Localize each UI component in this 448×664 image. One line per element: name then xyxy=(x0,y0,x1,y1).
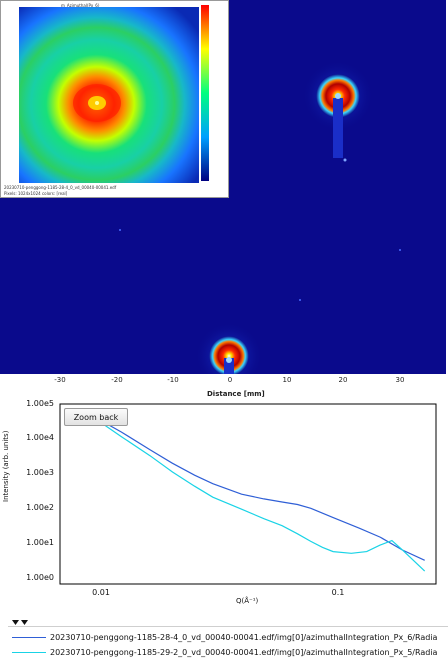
beam-center-2 xyxy=(226,357,232,363)
legend-entry-2[interactable]: 20230710-penggong-1185-29-2_0_vd_00040-0… xyxy=(12,646,437,658)
x-tick: 20 xyxy=(338,376,348,384)
x-axis-label: Distance [mm] xyxy=(207,390,265,398)
inset-pattern-svg xyxy=(19,7,199,183)
integration-plot[interactable]: 1.00e5 1.00e4 1.00e3 1.00e2 1.00e1 1.00e… xyxy=(0,399,446,608)
beam-center-1 xyxy=(335,93,341,99)
legend-label-2: 20230710-penggong-1185-29-2_0_vd_00040-0… xyxy=(50,647,438,657)
y-tick: 1.00e5 xyxy=(26,399,54,408)
colorbar xyxy=(201,5,209,181)
detector-x-axis: -30 -20 -10 0 10 20 30 Distance [mm] xyxy=(0,374,446,402)
q-tick: 0.1 xyxy=(331,588,345,597)
x-tick: 10 xyxy=(282,376,292,384)
legend-swatch-2 xyxy=(12,651,46,653)
x-tick: 0 xyxy=(227,376,233,384)
inset-status: Pixels: 1024x1024 colors: [real] xyxy=(4,191,68,196)
zoom-back-button[interactable]: Zoom back xyxy=(64,408,128,426)
legend-label-1: 20230710-penggong-1185-28-4_0_vd_00040-0… xyxy=(50,632,438,642)
legend-swatch-1 xyxy=(12,636,46,638)
x-tick: -30 xyxy=(54,376,66,384)
y-tick: 1.00e3 xyxy=(26,468,54,477)
plot-frame xyxy=(59,403,437,585)
x-tick: -10 xyxy=(167,376,179,384)
detector-svg xyxy=(119,60,401,374)
beamstop-1 xyxy=(333,98,343,158)
y-tick: 1.00e1 xyxy=(26,538,54,547)
plot-legend: 20230710-penggong-1185-28-4_0_vd_00040-0… xyxy=(8,620,448,663)
y-tick: 1.00e4 xyxy=(26,433,54,442)
y-tick: 1.00e2 xyxy=(26,503,54,512)
q-axis-label: Q(Å⁻¹) xyxy=(236,597,259,605)
inset-title: m_Azimuthal(Px_6) xyxy=(61,3,100,8)
inset-filename: 20230710-penggong-1185-28-4_0_vd_00040-0… xyxy=(4,185,117,190)
beamstop-2 xyxy=(224,358,234,374)
y-tick: 1.00e0 xyxy=(26,573,54,582)
beam-spot-2 xyxy=(209,336,249,374)
y-axis-label: Intensity (arb. units) xyxy=(2,430,10,502)
x-tick: 30 xyxy=(395,376,405,384)
x-tick: -20 xyxy=(111,376,123,384)
inset-pattern-window[interactable]: m_Azimuthal(Px_6) xyxy=(0,0,229,198)
series-line-1 xyxy=(92,415,425,561)
legend-toggle-icon[interactable] xyxy=(10,619,30,629)
legend-entry-1[interactable]: 20230710-penggong-1185-28-4_0_vd_00040-0… xyxy=(12,631,437,643)
series-line-2 xyxy=(92,416,426,572)
plot-area xyxy=(59,403,437,585)
q-tick: 0.01 xyxy=(92,588,110,597)
